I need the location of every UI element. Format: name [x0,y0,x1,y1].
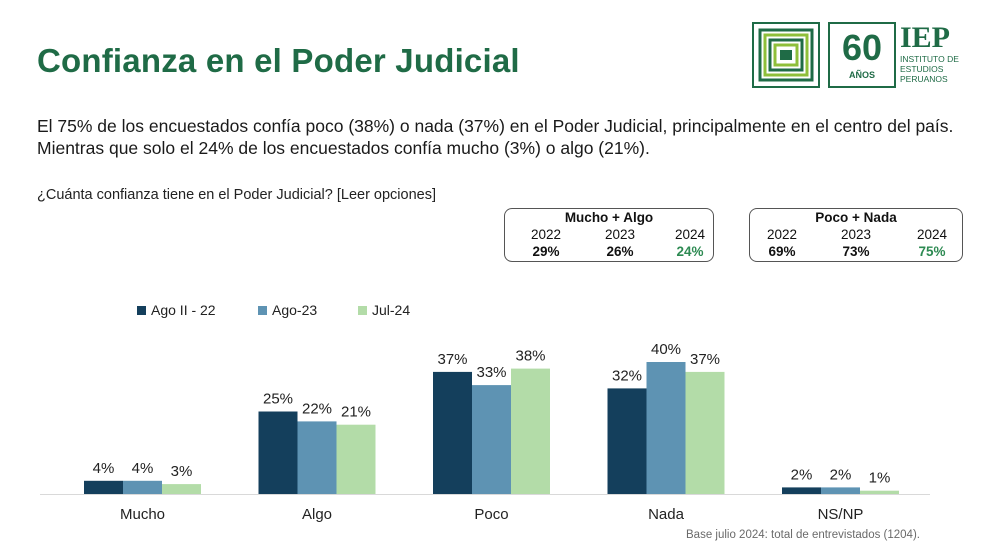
summary-box-mucho-algo: Mucho + Algo 2022 2023 2024 29% 26% 24% [504,208,714,262]
data-label: 4% [132,460,154,477]
bar [162,484,201,494]
bar [472,385,511,494]
bar [297,421,337,494]
iep-logo: 60 AÑOS IEP INSTITUTO DE ESTUDIOS PERUAN… [752,22,967,90]
box-value: 26% [606,244,634,259]
bar [607,388,647,494]
box-value-highlight: 75% [918,244,946,259]
legend-item: Ago II - 22 [137,302,216,318]
box-title: Mucho + Algo [564,210,654,225]
data-label: 3% [171,463,193,480]
legend-swatch [137,306,146,315]
legend-item: Ago-23 [258,302,317,318]
category-label: Mucho [120,506,165,523]
legend-label: Jul-24 [372,302,411,318]
box-year: 2022 [766,227,798,242]
box-year: 2023 [604,227,636,242]
summary-box-poco-nada: Poco + Nada 2022 2023 2024 69% 73% 75% [749,208,963,262]
data-label: 33% [476,364,506,381]
category-label: Nada [648,506,685,523]
category-label: Poco [474,506,508,523]
legend-swatch [358,306,367,315]
logo-emblem [752,22,820,88]
logo-line3: PERUANOS [900,74,948,84]
logo-line2: ESTUDIOS [900,64,944,74]
survey-question: ¿Cuánta confianza tiene en el Poder Judi… [37,187,437,203]
logo-anniversary: 60 AÑOS [828,22,896,88]
logo-line1: INSTITUTO DE [900,54,959,64]
bar [84,480,123,494]
data-label: 38% [515,348,545,365]
box-year: 2024 [674,227,706,242]
logo-anos: AÑOS [848,70,875,80]
bar [646,362,686,494]
footnote: Base julio 2024: total de entrevistados … [686,529,920,541]
data-label: 4% [93,460,115,477]
box-year: 2023 [840,227,872,242]
data-label: 21% [341,404,371,421]
logo-fullname: INSTITUTO DE ESTUDIOS PERUANOS [900,54,970,84]
box-value: 69% [768,244,796,259]
box-value: 29% [532,244,560,259]
bar [821,487,860,494]
data-label: 1% [869,470,891,487]
bar [685,371,725,494]
data-label: 22% [302,400,332,417]
data-label: 40% [651,341,681,358]
box-value-highlight: 24% [676,244,704,259]
category-label: NS/NP [818,506,864,523]
box-value: 73% [842,244,870,259]
box-title: Poco + Nada [815,210,897,225]
bar [511,368,550,494]
data-label: 37% [690,351,720,368]
page-title: Confianza en el Poder Judicial [37,42,520,79]
box-year: 2022 [530,227,562,242]
bar [123,480,162,494]
legend-swatch [258,306,267,315]
summary-text: El 75% de los encuestados confía poco (3… [37,116,954,158]
bar [433,371,472,494]
logo-acronym: IEP [900,21,951,54]
bar [336,424,376,494]
legend-item: Jul-24 [358,302,410,318]
data-label: 2% [830,466,852,483]
legend-label: Ago-23 [272,302,318,318]
bar [782,487,821,494]
bar [258,411,298,494]
data-label: 25% [263,391,293,408]
category-label: Algo [302,506,332,523]
data-label: 32% [612,367,642,384]
box-year: 2024 [916,227,948,242]
data-label: 37% [437,351,467,368]
bar [860,490,899,494]
data-label: 2% [791,466,813,483]
legend-label: Ago II - 22 [151,302,216,318]
logo-number: 60 [841,27,883,68]
